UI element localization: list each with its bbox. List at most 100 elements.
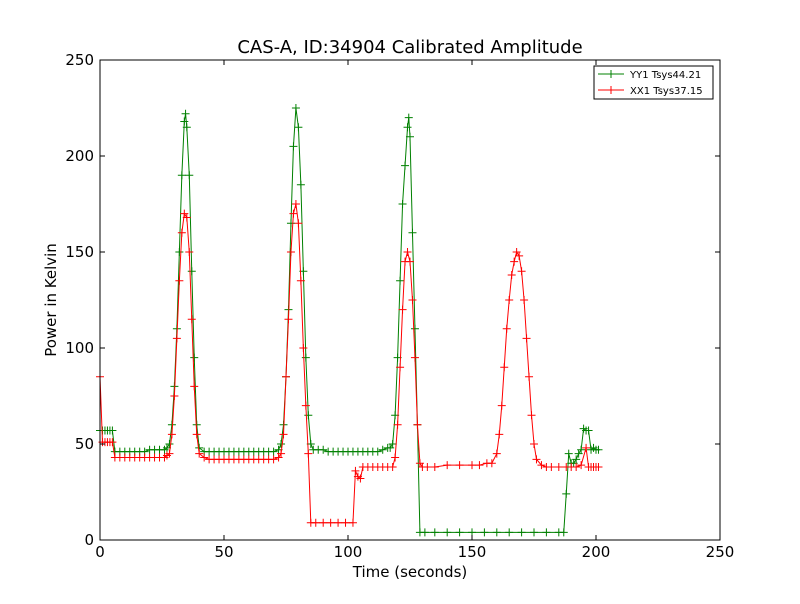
data-point [299, 344, 308, 352]
y-tick-label: 50 [75, 435, 94, 453]
data-point [373, 447, 382, 456]
data-point [443, 528, 452, 537]
data-point [108, 426, 117, 435]
data-point [291, 200, 300, 208]
data-point [182, 213, 191, 222]
data-point [319, 445, 328, 454]
data-point [393, 420, 402, 429]
data-point [430, 463, 439, 472]
chart-title: CAS-A, ID:34904 Calibrated Amplitude [237, 37, 582, 58]
data-point [403, 248, 412, 256]
data-point [455, 528, 464, 537]
data-point [167, 430, 176, 439]
data-point [165, 449, 174, 458]
data-point [532, 455, 541, 464]
data-point [582, 443, 591, 452]
data-point [507, 271, 516, 280]
data-point [455, 461, 464, 470]
data-point [480, 528, 489, 537]
plot-frame [99, 59, 721, 541]
data-point [559, 528, 568, 537]
data-point [398, 200, 407, 208]
y-tick-label: 150 [65, 243, 94, 261]
data-point [108, 438, 117, 447]
data-point [296, 180, 305, 189]
data-point [296, 276, 305, 285]
data-point [286, 248, 295, 256]
data-point [510, 257, 519, 266]
legend-marker [607, 70, 615, 78]
data-point [177, 228, 186, 237]
data-point [301, 401, 310, 410]
data-point [537, 461, 546, 470]
data-point [577, 461, 586, 470]
data-point [200, 453, 209, 462]
data-point [165, 440, 174, 448]
tick-layer: 0 50 100 150 200 250 0 50 100 150 200 250 [65, 51, 734, 561]
data-point [170, 392, 179, 400]
data-point [530, 528, 538, 537]
legend-label: XX1 Tsys37.15 [630, 86, 703, 97]
data-point [289, 142, 298, 151]
data-point [187, 315, 196, 324]
data-point [564, 449, 573, 458]
data-point [311, 518, 320, 527]
data-point [187, 267, 196, 276]
x-tick-label: 0 [95, 543, 105, 561]
data-point [334, 518, 343, 527]
data-point [279, 430, 288, 439]
data-point [319, 518, 328, 527]
data-point [195, 449, 204, 458]
data-point [410, 324, 419, 333]
data-point [286, 219, 295, 228]
data-point [554, 463, 563, 472]
data-point [185, 171, 194, 180]
data-point [430, 528, 439, 537]
data-point [517, 528, 526, 537]
data-point [391, 453, 400, 462]
y-tick-label: 200 [65, 147, 94, 165]
x-tick-label: 100 [334, 543, 363, 561]
data-point [517, 267, 526, 276]
data-point [572, 463, 581, 472]
data-point [182, 123, 191, 132]
data-point [594, 445, 603, 454]
data-point [423, 463, 432, 472]
data-point [522, 334, 531, 343]
data-point [277, 440, 286, 448]
legend-marker [607, 86, 615, 94]
data-point [497, 401, 506, 410]
data-point [185, 248, 194, 256]
data-point [468, 528, 476, 537]
data-point [408, 228, 417, 237]
data-point [562, 489, 571, 498]
data-point [468, 461, 476, 470]
data-point [577, 445, 586, 454]
data-point [304, 449, 313, 458]
data-point [282, 372, 290, 381]
x-tick-label: 200 [582, 543, 611, 561]
data-point [378, 445, 387, 454]
data-point [572, 455, 581, 464]
data-point [269, 455, 278, 464]
data-point [356, 474, 365, 483]
data-point [192, 430, 201, 439]
data-point [527, 411, 536, 420]
y-tick-label: 100 [65, 339, 94, 357]
legend-box [593, 65, 714, 100]
data-point [410, 353, 419, 362]
data-point [388, 440, 397, 448]
data-point [413, 420, 422, 429]
data-point [172, 334, 181, 343]
data-point [584, 426, 593, 435]
data-point [388, 463, 397, 472]
legend: YY1 Tsys44.21 XX1 Tsys37.15 [593, 65, 714, 100]
data-point [492, 449, 501, 458]
series-line [99, 203, 599, 524]
data-point [505, 528, 514, 537]
data-point [289, 209, 298, 218]
data-point [505, 296, 514, 304]
data-point [398, 305, 407, 314]
data-point [304, 411, 313, 420]
legend-entries: YY1 Tsys44.21 XX1 Tsys37.15 [598, 70, 703, 97]
